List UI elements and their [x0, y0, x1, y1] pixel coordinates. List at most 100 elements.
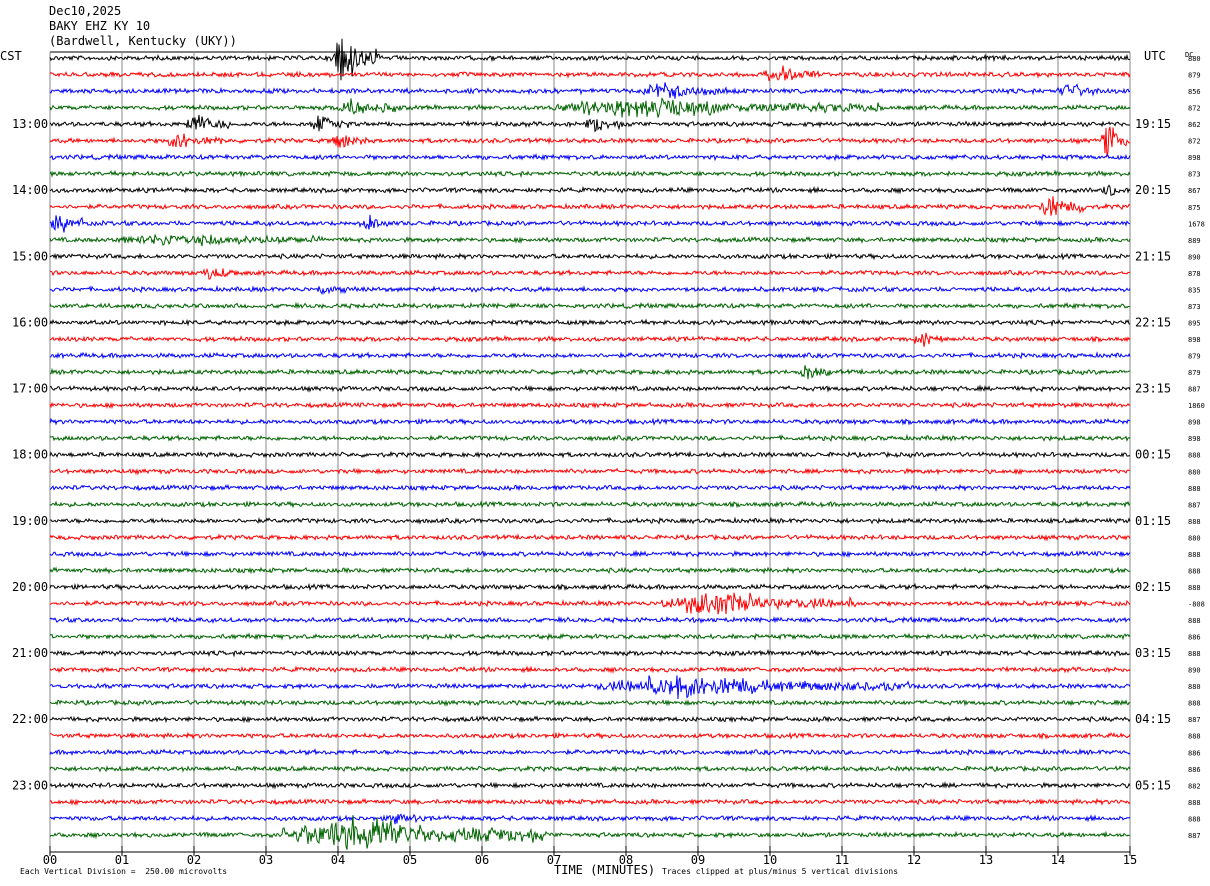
- dc-offset-label: 888: [1188, 617, 1201, 625]
- trace-line: [49, 582, 1131, 592]
- dc-offset-label: 898: [1188, 154, 1201, 162]
- dc-offset-label: 888: [1188, 567, 1201, 575]
- x-tick-label: 11: [835, 853, 849, 867]
- trace-line: [49, 549, 1131, 558]
- trace-line: [49, 384, 1131, 393]
- x-tick-label: 01: [115, 853, 129, 867]
- traces: [49, 38, 1131, 850]
- x-tick-label: 08: [619, 853, 633, 867]
- dc-offset-label: 880: [1188, 55, 1201, 63]
- trace-line: [49, 82, 1131, 99]
- trace-line: [49, 632, 1131, 641]
- x-tick-label: 06: [475, 853, 489, 867]
- dc-offset-label: 873: [1188, 303, 1201, 311]
- trace-line: [49, 781, 1131, 790]
- dc-offset-label: 872: [1188, 138, 1201, 146]
- dc-offset-label: 888: [1188, 551, 1201, 559]
- left-hour-label: 20:00: [12, 580, 48, 594]
- x-tick-label: 07: [547, 853, 561, 867]
- trace-line: [49, 533, 1131, 542]
- trace-line: [49, 169, 1131, 179]
- dc-offset-label: 898: [1188, 336, 1201, 344]
- trace-line: [49, 675, 1131, 700]
- dc-offset-label: 867: [1188, 187, 1201, 195]
- trace-line: [49, 764, 1131, 773]
- dc-offset-label: 890: [1188, 253, 1201, 261]
- dc-offset-label: 879: [1188, 72, 1201, 80]
- dc-offset-label: 898: [1188, 435, 1201, 443]
- left-hour-label: 19:00: [12, 514, 48, 528]
- x-axis-label: TIME (MINUTES): [554, 863, 655, 877]
- dc-offset-label: 879: [1188, 353, 1201, 361]
- x-tick-label: 04: [331, 853, 345, 867]
- grid: [49, 51, 1131, 856]
- trace-line: [49, 65, 1131, 82]
- clip-note: Traces clipped at plus/minus 5 vertical …: [662, 867, 899, 876]
- right-hour-label: 22:15: [1135, 315, 1171, 329]
- x-tick-label: 10: [763, 853, 777, 867]
- trace-line: [49, 184, 1131, 196]
- left-hour-label: 15:00: [12, 249, 48, 263]
- dc-offset-label: 878: [1188, 270, 1201, 278]
- trace-line: [49, 665, 1131, 674]
- dc-offset-label: 1860: [1188, 402, 1205, 410]
- dc-label: DC: [1185, 51, 1193, 59]
- dc-offset-label: 888: [1188, 518, 1201, 526]
- trace-line: [49, 715, 1131, 724]
- right-hour-label: 04:15: [1135, 712, 1171, 726]
- left-hour-label: 22:00: [12, 712, 48, 726]
- dc-offset-label: 875: [1188, 204, 1201, 212]
- dc-offset-label: 887: [1188, 716, 1201, 724]
- dc-offset-label: 880: [1188, 683, 1201, 691]
- dc-offset-label: 886: [1188, 634, 1201, 642]
- dc-offset-label: 880: [1188, 534, 1201, 542]
- right-hour-label: 21:15: [1135, 249, 1171, 263]
- trace-line: [49, 401, 1131, 410]
- trace-line: [49, 301, 1131, 311]
- dc-offset-label: 888: [1188, 485, 1201, 493]
- dc-offset-label: 886: [1188, 749, 1201, 757]
- left-timezone-label: CST: [0, 49, 22, 63]
- dc-offset-label: 879: [1188, 369, 1201, 377]
- trace-line: [49, 351, 1131, 360]
- right-hour-label: 19:15: [1135, 117, 1171, 131]
- trace-line: [49, 114, 1131, 133]
- trace-line: [49, 500, 1131, 509]
- x-tick-label: 12: [907, 853, 921, 867]
- dc-offset-label: 862: [1188, 121, 1201, 129]
- trace-line: [49, 516, 1131, 525]
- trace-line: [49, 815, 1131, 850]
- dc-offset-label: 888: [1188, 452, 1201, 460]
- trace-line: [49, 284, 1131, 295]
- dc-offset-label: 887: [1188, 501, 1201, 509]
- x-tick-label: 03: [259, 853, 273, 867]
- dc-offset-label: 872: [1188, 105, 1201, 113]
- x-tick-label: 15: [1123, 853, 1137, 867]
- trace-line: [49, 566, 1131, 575]
- trace-line: [49, 813, 1131, 825]
- x-tick-label: 13: [979, 853, 993, 867]
- left-hour-label: 23:00: [12, 778, 48, 792]
- x-tick-label: 09: [691, 853, 705, 867]
- right-hour-label: 01:15: [1135, 514, 1171, 528]
- trace-line: [49, 467, 1131, 476]
- dc-offset-label: 890: [1188, 667, 1201, 675]
- trace-line: [49, 747, 1131, 757]
- trace-line: [49, 126, 1131, 157]
- dc-offset-label: -808: [1188, 600, 1205, 608]
- dc-offset-label: 888: [1188, 584, 1201, 592]
- left-hour-label: 16:00: [12, 315, 48, 329]
- dc-offset-label: 887: [1188, 832, 1201, 840]
- right-timezone-label: UTC: [1144, 49, 1166, 63]
- x-tick-label: 05: [403, 853, 417, 867]
- trace-line: [49, 698, 1131, 707]
- trace-line: [49, 234, 1131, 247]
- trace-line: [49, 365, 1131, 380]
- trace-line: [49, 731, 1131, 741]
- dc-offset-label: 888: [1188, 650, 1201, 658]
- right-hour-label: 20:15: [1135, 183, 1171, 197]
- trace-line: [49, 615, 1131, 624]
- left-hour-label: 13:00: [12, 117, 48, 131]
- left-hour-label: 18:00: [12, 448, 48, 462]
